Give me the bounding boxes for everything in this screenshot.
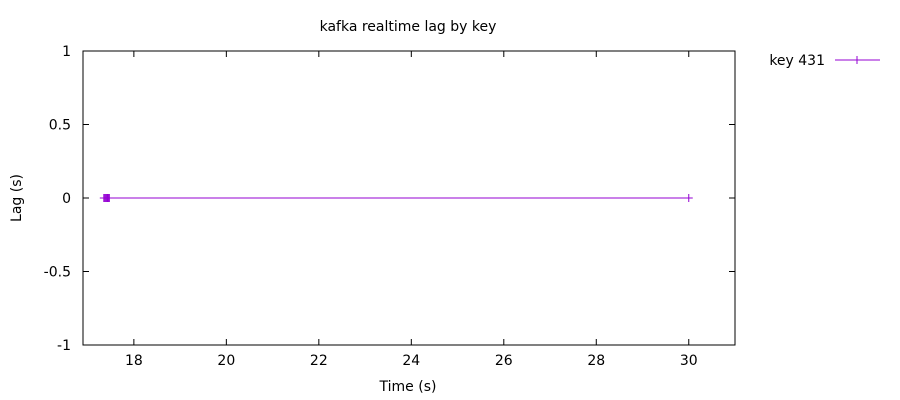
x-tick-label: 30 (680, 353, 698, 369)
x-tick-label: 26 (495, 353, 513, 369)
x-tick-label: 24 (402, 353, 420, 369)
y-axis-label: Lag (s) (9, 174, 25, 222)
x-tick-label: 20 (217, 353, 235, 369)
x-axis-label: Time (s) (379, 379, 437, 395)
legend-label: key 431 (769, 53, 825, 69)
series-layer (99, 194, 693, 202)
y-tick-label: -1 (57, 338, 71, 354)
data-point (105, 194, 114, 202)
x-axis: 18 20 22 24 26 28 30 (125, 51, 698, 369)
y-tick-label: -0.5 (44, 265, 71, 281)
legend: key 431 (769, 53, 880, 69)
chart-title: kafka realtime lag by key (320, 19, 497, 35)
y-tick-label: 1 (62, 44, 71, 60)
x-tick-label: 18 (125, 353, 143, 369)
x-tick-label: 28 (587, 353, 605, 369)
y-tick-label: 0.5 (49, 118, 71, 134)
y-axis: -1 -0.5 0 0.5 1 (44, 44, 735, 354)
x-tick-label: 22 (310, 353, 328, 369)
y-tick-label: 0 (62, 191, 71, 207)
legend-marker (853, 56, 861, 64)
data-point (684, 194, 693, 202)
